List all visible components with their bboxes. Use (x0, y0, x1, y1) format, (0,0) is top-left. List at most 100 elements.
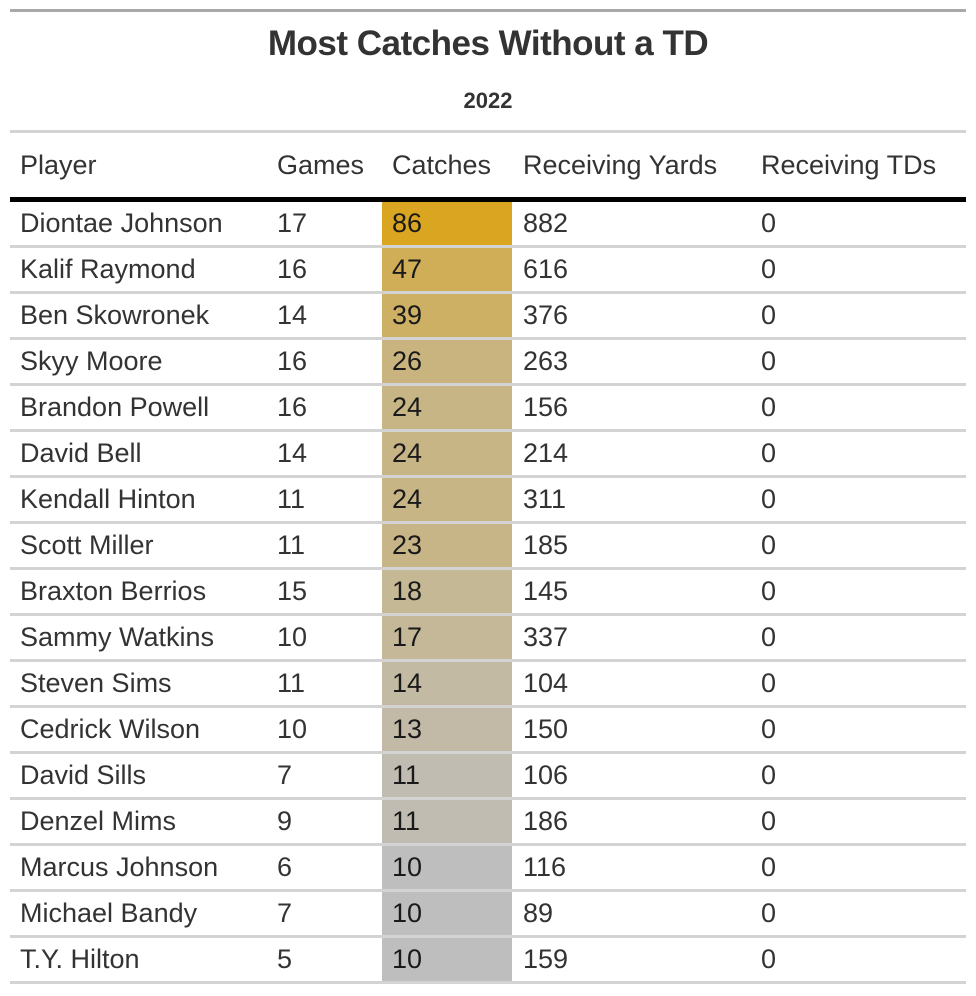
table-row: T.Y. Hilton 5 10 159 0 (10, 936, 966, 984)
table-row: David Sills 7 11 106 0 (10, 752, 966, 800)
header-row: Player Games Catches Receiving Yards Rec… (10, 133, 966, 202)
table-row: David Bell 14 24 214 0 (10, 430, 966, 478)
receiving-tds-cell: 0 (752, 660, 966, 708)
table-row: Marcus Johnson 6 10 116 0 (10, 844, 966, 892)
receiving-yards-cell: 186 (512, 798, 752, 846)
player-cell: Cedrick Wilson (10, 706, 270, 754)
games-cell: 10 (270, 614, 382, 662)
games-cell: 16 (270, 338, 382, 386)
receiving-tds-cell: 0 (752, 384, 966, 432)
receiving-tds-cell: 0 (752, 936, 966, 984)
catches-cell: 13 (382, 706, 512, 754)
games-cell: 14 (270, 292, 382, 340)
catches-cell: 26 (382, 338, 512, 386)
player-cell: David Sills (10, 752, 270, 800)
receiving-yards-cell: 156 (512, 384, 752, 432)
catches-cell: 24 (382, 430, 512, 478)
receiving-yards-cell: 104 (512, 660, 752, 708)
catches-cell: 86 (382, 199, 512, 248)
receiving-tds-cell: 0 (752, 706, 966, 754)
player-cell: Michael Bandy (10, 890, 270, 938)
column-header-player: Player (10, 133, 270, 202)
table-row: Cedrick Wilson 10 13 150 0 (10, 706, 966, 754)
column-header-receiving-yards: Receiving Yards (512, 133, 752, 202)
table-row: Scott Miller 11 23 185 0 (10, 522, 966, 570)
table-row: Sammy Watkins 10 17 337 0 (10, 614, 966, 662)
games-cell: 11 (270, 522, 382, 570)
receiving-yards-cell: 263 (512, 338, 752, 386)
receiving-tds-cell: 0 (752, 522, 966, 570)
catches-cell: 10 (382, 844, 512, 892)
receiving-tds-cell: 0 (752, 890, 966, 938)
player-cell: Brandon Powell (10, 384, 270, 432)
receiving-yards-cell: 116 (512, 844, 752, 892)
catches-cell: 17 (382, 614, 512, 662)
player-cell: Denzel Mims (10, 798, 270, 846)
player-cell: Kalif Raymond (10, 246, 270, 294)
games-cell: 7 (270, 890, 382, 938)
receiving-tds-cell: 0 (752, 614, 966, 662)
receiving-tds-cell: 0 (752, 752, 966, 800)
games-cell: 17 (270, 199, 382, 248)
games-cell: 6 (270, 844, 382, 892)
receiving-yards-cell: 145 (512, 568, 752, 616)
catches-cell: 14 (382, 660, 512, 708)
catches-cell: 10 (382, 936, 512, 984)
catches-cell: 11 (382, 798, 512, 846)
games-cell: 11 (270, 476, 382, 524)
receiving-yards-cell: 214 (512, 430, 752, 478)
table-row: Diontae Johnson 17 86 882 0 (10, 199, 966, 248)
table-subtitle: 2022 (463, 88, 513, 113)
table-row: Skyy Moore 16 26 263 0 (10, 338, 966, 386)
games-cell: 14 (270, 430, 382, 478)
player-cell: Sammy Watkins (10, 614, 270, 662)
receiving-tds-cell: 0 (752, 476, 966, 524)
receiving-yards-cell: 150 (512, 706, 752, 754)
receiving-yards-cell: 89 (512, 890, 752, 938)
top-border (10, 9, 966, 12)
player-cell: Ben Skowronek (10, 292, 270, 340)
receiving-yards-cell: 159 (512, 936, 752, 984)
catches-cell: 24 (382, 384, 512, 432)
games-cell: 16 (270, 384, 382, 432)
table-body: Diontae Johnson 17 86 882 0 Kalif Raymond 16 47… (10, 199, 966, 984)
table-title: Most Catches Without a TD (267, 24, 709, 63)
table-row: Michael Bandy 7 10 89 0 (10, 890, 966, 938)
table-row: Brandon Powell 16 24 156 0 (10, 384, 966, 432)
games-cell: 10 (270, 706, 382, 754)
receiving-yards-cell: 311 (512, 476, 752, 524)
receiving-tds-cell: 0 (752, 798, 966, 846)
catches-cell: 24 (382, 476, 512, 524)
table-row: Braxton Berrios 15 18 145 0 (10, 568, 966, 616)
table-row: Kendall Hinton 11 24 311 0 (10, 476, 966, 524)
catches-cell: 10 (382, 890, 512, 938)
player-cell: Scott Miller (10, 522, 270, 570)
player-cell: Steven Sims (10, 660, 270, 708)
receiving-yards-cell: 185 (512, 522, 752, 570)
player-cell: Kendall Hinton (10, 476, 270, 524)
catches-cell: 11 (382, 752, 512, 800)
heading-divider (10, 130, 966, 133)
table-row: Denzel Mims 9 11 186 0 (10, 798, 966, 846)
catches-cell: 18 (382, 568, 512, 616)
column-header-catches: Catches (382, 133, 512, 202)
games-cell: 9 (270, 798, 382, 846)
catches-cell: 39 (382, 292, 512, 340)
table-row: Kalif Raymond 16 47 616 0 (10, 246, 966, 294)
receiving-yards-cell: 376 (512, 292, 752, 340)
games-cell: 11 (270, 660, 382, 708)
games-cell: 15 (270, 568, 382, 616)
receiving-tds-cell: 0 (752, 338, 966, 386)
receiving-tds-cell: 0 (752, 568, 966, 616)
player-cell: Braxton Berrios (10, 568, 270, 616)
table-row: Steven Sims 11 14 104 0 (10, 660, 966, 708)
receiving-yards-cell: 882 (512, 199, 752, 248)
receiving-tds-cell: 0 (752, 292, 966, 340)
catches-cell: 47 (382, 246, 512, 294)
receiving-tds-cell: 0 (752, 430, 966, 478)
column-header-games: Games (270, 133, 382, 202)
receiving-tds-cell: 0 (752, 844, 966, 892)
player-cell: Marcus Johnson (10, 844, 270, 892)
player-cell: T.Y. Hilton (10, 936, 270, 984)
receiving-yards-cell: 337 (512, 614, 752, 662)
